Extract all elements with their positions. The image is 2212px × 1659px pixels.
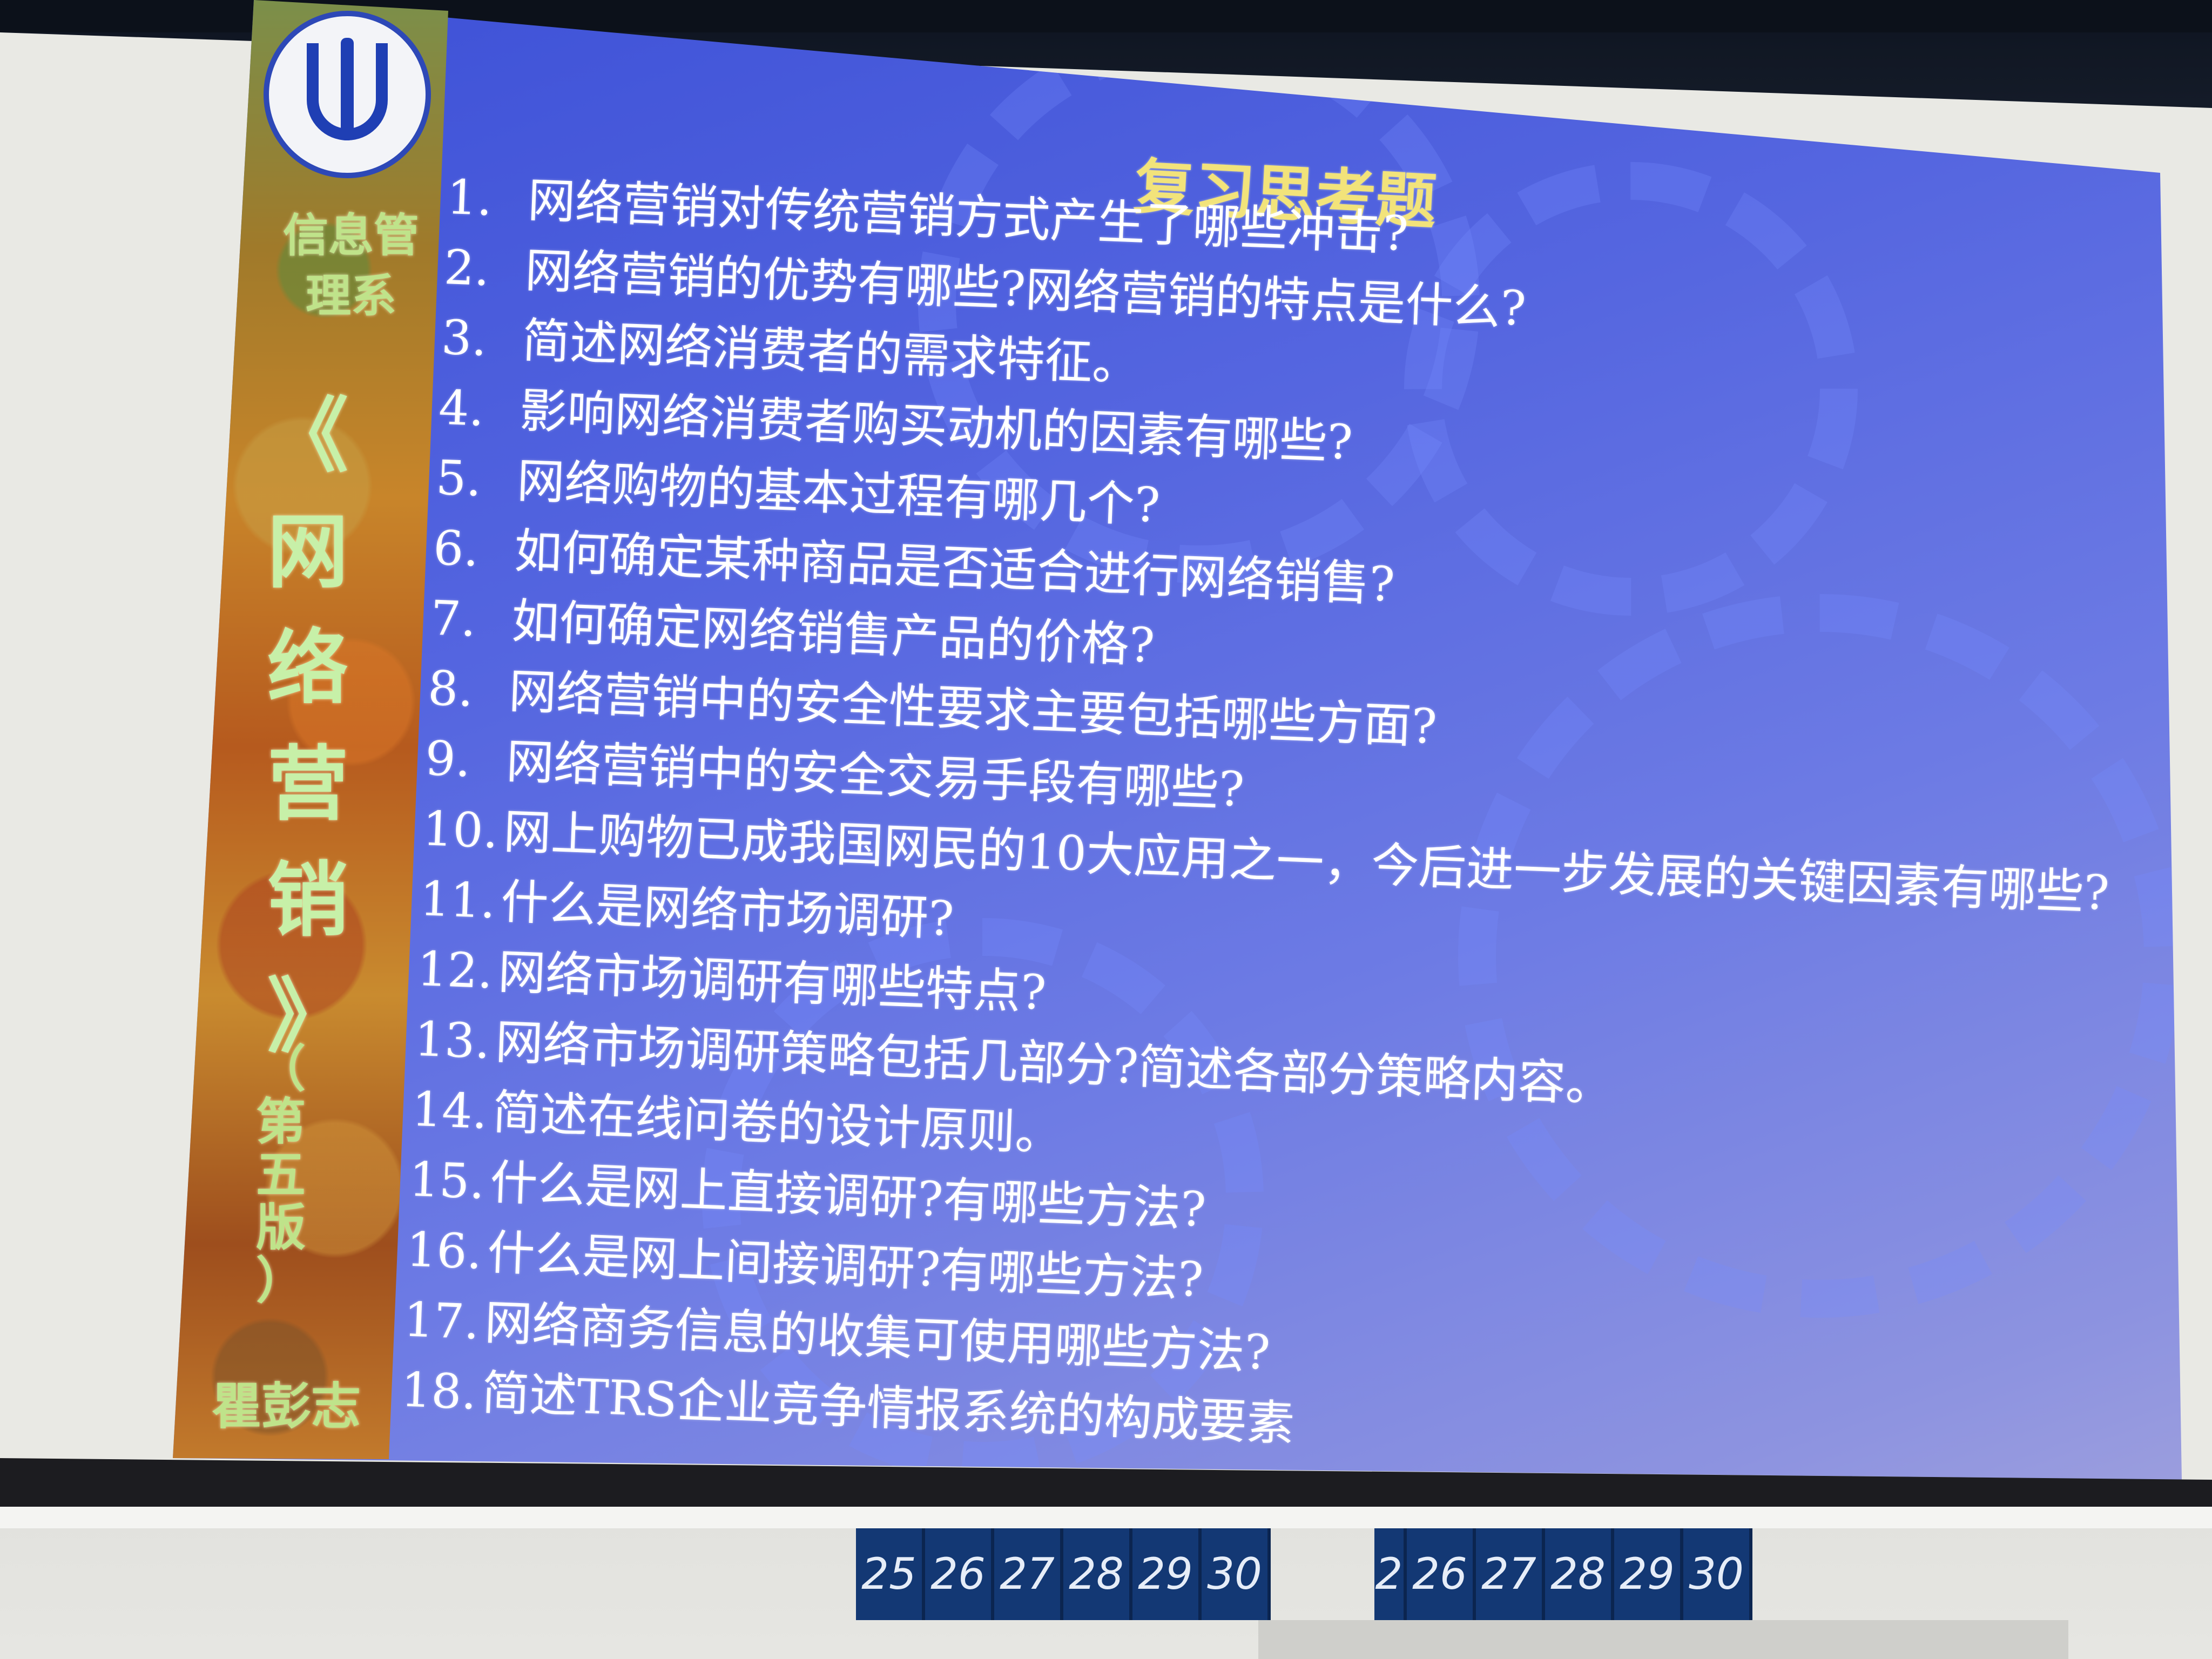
question-number: 8.: [427, 660, 475, 718]
number-tags-right: 2 26 27 28 29 30: [1374, 1528, 1752, 1620]
number-tag: 28: [1545, 1528, 1614, 1620]
question-number: 16.: [405, 1221, 483, 1280]
question-text: 什么是网络市场调研?: [500, 873, 955, 947]
number-tag: 27: [1476, 1528, 1545, 1620]
edition-char: 版: [255, 1198, 306, 1257]
number-tag: 30: [1202, 1528, 1271, 1620]
question-number: 2.: [443, 239, 491, 297]
edition-label: （ 第 五 版 ）: [243, 1042, 319, 1307]
logo-stem: [341, 38, 354, 140]
university-logo: [264, 11, 431, 178]
question-number: 5.: [435, 449, 483, 507]
number-tag: 2: [1374, 1528, 1407, 1620]
question-number: 7.: [429, 590, 477, 648]
number-tag: 26: [1407, 1528, 1476, 1620]
question-text: 简述在线问卷的设计原则。: [491, 1084, 1064, 1162]
question-number: 11.: [419, 871, 497, 929]
number-tag: 26: [925, 1528, 994, 1620]
edition-char: ）: [255, 1251, 306, 1310]
edition-char: 第: [255, 1092, 306, 1151]
question-number: 1.: [446, 168, 494, 227]
edition-char: （: [255, 1040, 306, 1098]
shelf: [1258, 1620, 2068, 1659]
question-number: 3.: [440, 309, 488, 367]
question-number: 18.: [400, 1361, 478, 1420]
book-title-char: 《: [267, 388, 348, 483]
edition-char: 五: [255, 1145, 306, 1204]
department-label: 信息管理系: [282, 208, 419, 322]
number-tag: 30: [1683, 1528, 1752, 1620]
screen-bottom-edge: [0, 1507, 2212, 1528]
number-tags-left: 25 26 27 28 29 30: [856, 1528, 1271, 1620]
book-title-char: 》: [267, 969, 348, 1064]
book-title-char: 营: [267, 737, 348, 832]
number-tag: 28: [1063, 1528, 1132, 1620]
number-tag: 27: [994, 1528, 1063, 1620]
question-number: 9.: [424, 730, 472, 788]
question-text: 网络市场调研有哪些特点?: [497, 943, 1047, 1021]
number-tag: 29: [1132, 1528, 1202, 1620]
question-number: 12.: [416, 940, 494, 1000]
question-list: 1. 网络营销对传统营销方式产生了哪些冲击? 2. 网络营销的优势有哪些?网络营销的…: [400, 162, 2110, 1487]
question-number: 10.: [421, 800, 500, 859]
question-number: 17.: [402, 1291, 481, 1350]
book-title: 《 网 络 营 销 》: [248, 378, 367, 1075]
author-name: 瞿彭志: [211, 1377, 361, 1435]
book-title-char: 销: [267, 853, 348, 948]
question-number: 6.: [432, 520, 480, 577]
question-number: 4.: [437, 379, 485, 437]
number-tag: 29: [1614, 1528, 1683, 1620]
book-title-char: 网: [267, 504, 348, 599]
question-number: 15.: [408, 1151, 486, 1210]
number-tag: 25: [856, 1528, 925, 1620]
question-number: 14.: [410, 1081, 489, 1140]
question-number: 13.: [413, 1010, 491, 1070]
book-title-char: 络: [267, 621, 348, 716]
